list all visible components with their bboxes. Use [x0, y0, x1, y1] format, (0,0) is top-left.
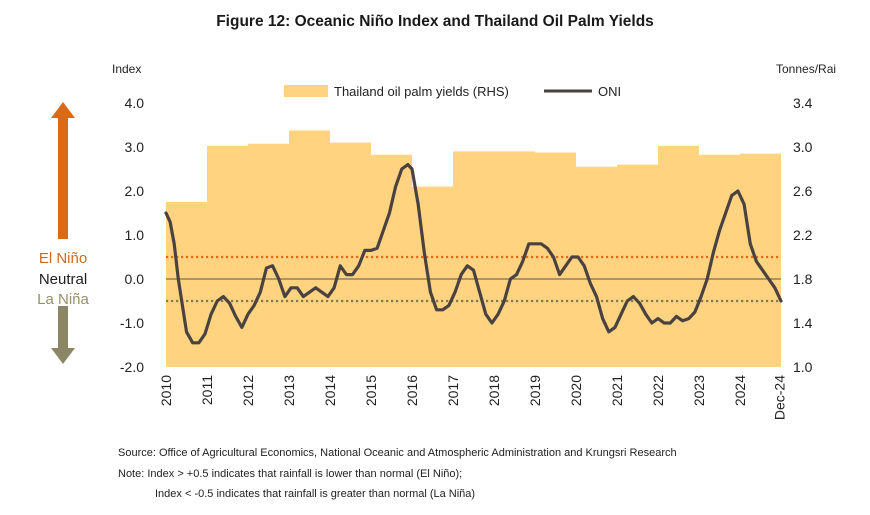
y-left-tick-label: -1.0: [120, 315, 144, 331]
x-tick-label: 2021: [609, 375, 625, 406]
note-line-1: Note: Index > +0.5 indicates that rainfa…: [118, 468, 463, 480]
y-left-axis-label: Index: [112, 62, 141, 76]
yield-area: [166, 130, 781, 367]
chart-title: Figure 12: Oceanic Niño Index and Thaila…: [216, 13, 654, 30]
la-nina-arrow-shaft: [58, 306, 68, 349]
y-left-tick-label: 0.0: [125, 271, 145, 287]
note-line-2: Index < -0.5 indicates that rainfall is …: [155, 488, 476, 500]
x-tick-label: 2019: [527, 375, 543, 406]
legend-yield-swatch: [284, 85, 328, 97]
y-right-tick-label: 1.8: [793, 271, 813, 287]
y-left-tick-label: -2.0: [120, 359, 144, 375]
x-tick-label: 2022: [650, 375, 666, 406]
y-left-tick-label: 1.0: [125, 227, 145, 243]
neutral-label: Neutral: [39, 271, 87, 288]
y-right-tick-label: 2.2: [793, 227, 813, 243]
x-tick-label: 2020: [568, 375, 584, 406]
x-tick-label: 2011: [199, 375, 215, 405]
x-tick-label: 2016: [404, 375, 420, 406]
x-tick-label: Dec-24: [771, 375, 787, 420]
la-nina-arrow-head: [51, 348, 75, 364]
y-right-tick-label: 2.6: [793, 183, 813, 199]
x-tick-label: 2013: [281, 375, 297, 406]
el-nino-label: El Niño: [39, 250, 87, 267]
x-tick-label: 2017: [445, 375, 461, 406]
legend: Thailand oil palm yields (RHS) ONI: [284, 84, 621, 99]
y-left-tick-label: 2.0: [125, 183, 145, 199]
la-nina-label: La Niña: [37, 291, 89, 308]
y-right-tick-label: 3.0: [793, 139, 813, 155]
y-right-tick-label: 1.4: [793, 315, 813, 331]
x-tick-label: 2023: [691, 375, 707, 406]
x-tick-label: 2012: [240, 375, 256, 406]
y-left-tick-label: 4.0: [125, 95, 145, 111]
legend-oni-label: ONI: [598, 84, 621, 99]
x-tick-label: 2018: [486, 375, 502, 406]
y-left-tick-label: 3.0: [125, 139, 145, 155]
y-right-tick-label: 1.0: [793, 359, 813, 375]
legend-yield-label: Thailand oil palm yields (RHS): [334, 84, 509, 99]
oni-line: [164, 163, 783, 345]
x-tick-label: 2010: [158, 375, 174, 406]
x-tick-label: 2015: [363, 375, 379, 406]
x-tick-label: 2024: [732, 375, 748, 406]
el-nino-arrow-shaft: [58, 117, 68, 239]
source-note: Source: Office of Agricultural Economics…: [118, 447, 677, 459]
x-tick-label: 2014: [322, 375, 338, 406]
y-right-axis-label: Tonnes/Rai: [776, 62, 836, 76]
el-nino-arrow-head: [51, 102, 75, 118]
y-right-tick-label: 3.4: [793, 95, 813, 111]
